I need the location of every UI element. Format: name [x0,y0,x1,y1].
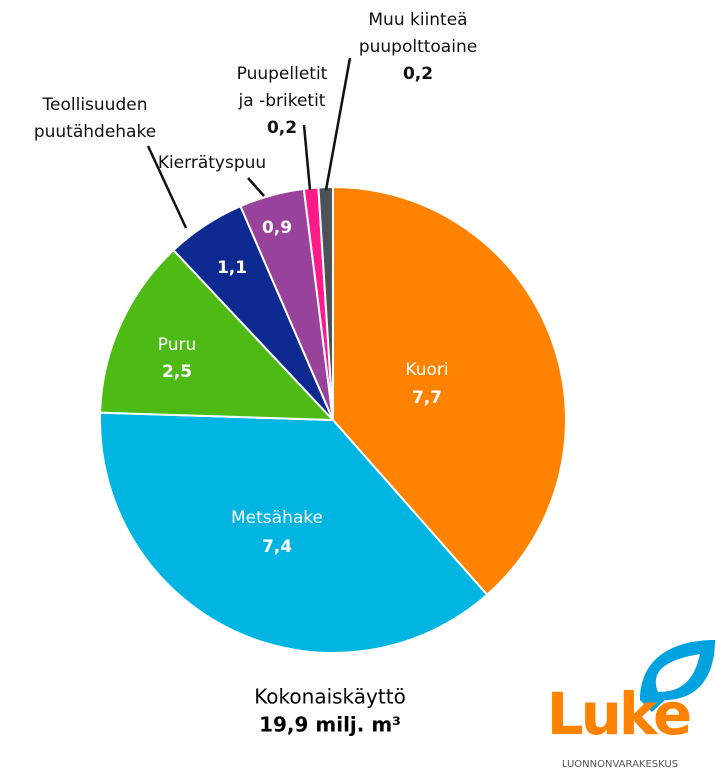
value-label: 0,2 [267,118,297,138]
value-label: 7,7 [412,388,442,408]
logo-name: Luke [547,680,690,748]
slice-label: Metsähake [231,508,323,528]
value-label: 0,2 [403,64,433,84]
value-label: 1,1 [217,258,247,278]
slice-label: Teollisuuden puutähdehake [34,95,156,142]
pie-slice [332,185,567,597]
slice-label: Puru [158,335,197,355]
slice-label: Kuori [405,360,448,380]
leader-line [324,57,352,191]
leader-line [247,177,265,197]
total-value: 19,9 milj. m³ [259,713,401,737]
value-label: 2,5 [162,362,192,382]
leader-line [302,124,312,191]
leader-line [146,145,188,229]
value-label: 0,9 [262,218,292,238]
logo-leaf-inner [655,654,700,692]
slice-label: Muu kiinteä puupolttoaine [359,10,477,57]
total-caption: Kokonaiskäyttö [254,685,406,709]
value-label: 7,4 [262,537,292,557]
slice-label: Kierrätyspuu [158,153,266,173]
slice-label: Puupelletit ja -briketit [237,64,328,111]
pie-slice [99,248,336,422]
logo-subtitle: LUONNONVARAKESKUS [562,759,678,770]
logo: Luke LUONNONVARAKESKUS [547,640,715,770]
pie-slice [99,411,489,654]
